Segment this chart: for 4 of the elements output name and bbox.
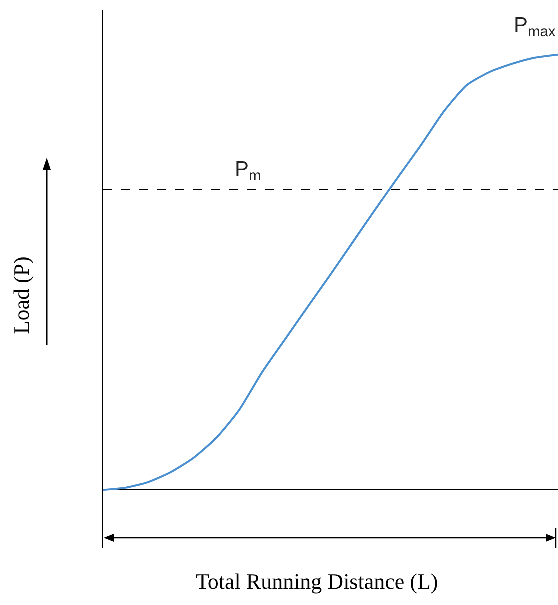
text: P$_{max}$: [514, 14, 556, 40]
y-axis-title: Load (P): [8, 256, 34, 334]
ref-line-label: P$_{m}$: [235, 158, 262, 184]
x-axis-title: Total Running Distance (L): [196, 569, 438, 594]
